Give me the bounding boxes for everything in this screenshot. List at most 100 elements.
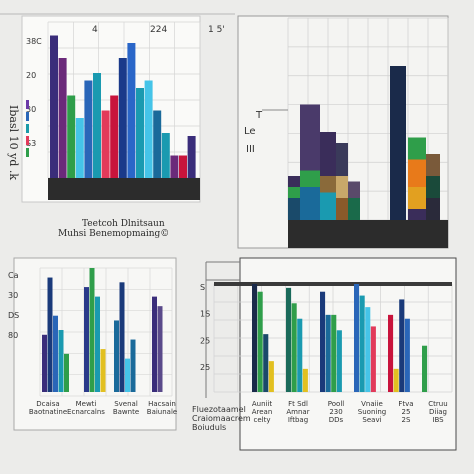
legend-swatch — [26, 100, 29, 109]
y-tick-label: 80 — [8, 331, 18, 340]
bar — [187, 136, 196, 178]
bar — [157, 306, 163, 392]
bar-segment — [288, 198, 300, 220]
bar-segment — [408, 187, 426, 209]
bar — [84, 80, 93, 178]
y-tick-label: Ca — [8, 271, 19, 280]
bar-segment — [408, 159, 426, 187]
center-label-line-3: Boiuduls — [192, 423, 226, 432]
bar — [89, 268, 95, 392]
bar — [297, 318, 303, 392]
bar-segment — [408, 209, 426, 220]
bar — [58, 330, 64, 392]
bar — [325, 314, 331, 392]
y-tick-label: 1S — [200, 310, 210, 319]
bar-segment — [300, 187, 320, 220]
bar-segment — [426, 198, 440, 220]
bar — [110, 95, 119, 178]
bar-segment — [288, 187, 300, 198]
y-tick-label: 38C — [26, 37, 42, 46]
bar — [144, 80, 153, 178]
bar — [47, 277, 53, 392]
x-tick-label: Pooll 230 DDs — [328, 400, 344, 424]
y-tick-label: Le — [244, 126, 256, 137]
base-band — [288, 220, 448, 248]
frame-bottom-right — [239, 257, 457, 451]
bar — [252, 284, 258, 392]
top-tick-label: 224 — [150, 25, 167, 35]
y-axis-label: Ibasl 10 yd .k — [7, 105, 20, 180]
bar — [153, 110, 162, 178]
bar — [93, 73, 101, 178]
bar-segment — [348, 198, 360, 220]
bar — [388, 314, 394, 392]
bar — [100, 349, 106, 392]
y-tick-label: 20 — [26, 71, 36, 80]
bar — [118, 58, 127, 178]
x-tick-label: Ft Sdl Amnar Iftbag — [286, 400, 309, 424]
y-tick-label: 30 — [8, 291, 18, 300]
bar — [84, 287, 89, 392]
x-tick-label: Ctruu Diiag IBS — [428, 400, 447, 424]
bar — [399, 299, 405, 392]
bar — [95, 296, 100, 392]
bar-segment — [300, 104, 320, 171]
bar — [286, 287, 292, 392]
x-tick-label: Dcaisa Baotnatine — [29, 400, 67, 416]
bar — [393, 368, 399, 392]
bar — [263, 334, 269, 392]
bar-segment — [320, 132, 336, 176]
top-tick-label: 1 5' — [208, 25, 225, 35]
bar — [101, 110, 110, 178]
bar — [302, 368, 308, 392]
bar — [152, 296, 157, 392]
bar — [161, 133, 170, 178]
y-tick-label: DS — [8, 311, 19, 320]
bar-segment — [426, 154, 440, 176]
caption-line-1: Teetcoh Dlnitsaun — [82, 219, 165, 229]
bar — [67, 95, 76, 178]
bar-segment — [408, 137, 426, 160]
bar — [291, 303, 297, 392]
x-tick-label: Hacsain Baiunale — [147, 400, 177, 416]
bar — [179, 155, 187, 178]
y-tick-label: 25 — [200, 336, 210, 345]
bar — [257, 291, 263, 392]
bar-segment — [320, 192, 336, 220]
base-band — [48, 178, 200, 200]
bar — [53, 315, 58, 392]
bar — [320, 291, 326, 392]
bar — [42, 334, 47, 392]
bar — [127, 43, 136, 178]
bar-segment — [300, 170, 320, 187]
bar-segment — [390, 66, 406, 220]
bar — [50, 35, 58, 178]
panel-top-right: T Le III — [244, 17, 449, 248]
bar — [58, 58, 67, 178]
y-tick-label: 25 — [200, 363, 210, 372]
center-label-line-1: Fluezotaamel — [192, 405, 246, 414]
bar — [130, 339, 136, 392]
bar — [331, 314, 337, 392]
center-label-line-2: Craiomaacrem — [192, 414, 251, 423]
panel-bottom-right: S 1S 25 25 Auniit Arean celty Ft Sdl Amnar Iftba… — [200, 282, 453, 424]
top-band — [214, 282, 452, 286]
bar-segment — [336, 143, 348, 176]
bar — [359, 295, 365, 392]
x-tick-label: Mewti Ecnarcalns — [67, 400, 105, 416]
x-tick-label: Vnaiie Suoning Seavi — [358, 400, 386, 424]
center-label: Fluezotaamel Craiomaacrem Boiuduls — [192, 405, 251, 432]
y-tick-label: III — [246, 144, 255, 155]
legend-swatch — [26, 136, 29, 145]
bar-segment — [288, 176, 300, 187]
legend-swatch — [26, 124, 29, 133]
bar — [370, 326, 376, 392]
bar-segment — [336, 176, 348, 198]
bar-segment — [426, 176, 440, 198]
legend-swatch — [26, 148, 29, 157]
bar — [136, 88, 144, 178]
y-tick-label: S3 — [26, 139, 36, 148]
bar — [170, 155, 179, 178]
